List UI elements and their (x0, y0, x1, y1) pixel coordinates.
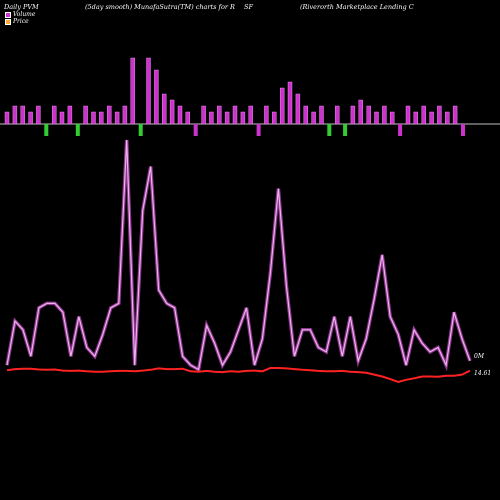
volume-bar (256, 124, 261, 136)
volume-bar (272, 111, 277, 125)
volume-bar (12, 105, 18, 125)
volume-bar (335, 105, 340, 125)
volume-bar (382, 105, 387, 125)
volume-bar (445, 111, 450, 125)
volume-bar (59, 111, 65, 125)
volume-bar (295, 93, 301, 125)
volume-bar (114, 111, 120, 125)
volume-bar (161, 93, 167, 125)
volume-bar (224, 111, 230, 125)
volume-bar (248, 105, 253, 125)
volume-bar (287, 81, 293, 125)
volume-bar (303, 105, 308, 125)
volume-bar (350, 105, 356, 125)
volume-bar (122, 105, 128, 125)
volume-bar (130, 57, 136, 125)
volume-bar (280, 87, 285, 125)
volume-bar (366, 105, 371, 125)
volume-bar (169, 99, 175, 125)
header-left: Daily PVM (4, 3, 39, 11)
price-value-label: 14.61 (474, 370, 491, 377)
volume-line (6, 139, 471, 371)
header-center: (5day smooth) MunafaSutra(TM) charts for… (85, 3, 235, 11)
volume-bar (413, 111, 418, 125)
volume-bar (20, 105, 25, 125)
volume-value-label: 0M (474, 353, 485, 360)
volume-bars (4, 57, 465, 136)
volume-bar (398, 124, 403, 136)
volume-bar (138, 124, 143, 136)
volume-bar (146, 57, 151, 125)
volume-bar (429, 111, 434, 125)
volume-bar (75, 124, 80, 136)
volume-bar (421, 105, 426, 125)
volume-bar (390, 111, 395, 125)
volume-bar (177, 105, 183, 125)
volume-bar (437, 105, 442, 125)
legend-volume: Volume (5, 11, 35, 18)
volume-bar (240, 111, 246, 125)
legend-volume-label: Volume (13, 11, 36, 18)
volume-bar (217, 105, 222, 125)
volume-bar (405, 105, 411, 125)
legend-volume-swatch (5, 11, 11, 18)
header-symbol: SF (244, 3, 253, 11)
volume-bar (154, 69, 159, 125)
volume-bar (343, 124, 348, 136)
volume-bar (44, 124, 49, 136)
volume-bar (91, 111, 96, 125)
volume-bar (452, 105, 458, 125)
volume-bar (358, 99, 363, 125)
volume-bar (4, 111, 10, 125)
legend-price-swatch (5, 18, 11, 25)
volume-bar (193, 124, 198, 136)
header-right: (Riverorth Marketplace Lending C (300, 3, 414, 11)
price-line (6, 367, 471, 384)
volume-bar (67, 105, 73, 125)
legend-price: Price (5, 18, 29, 25)
volume-bar (201, 105, 206, 125)
volume-bar (83, 105, 88, 125)
volume-bar (311, 111, 316, 125)
volume-bar (52, 105, 57, 125)
volume-bar (374, 111, 379, 125)
volume-bar (28, 111, 33, 125)
volume-bar (36, 105, 41, 125)
volume-bar (185, 111, 191, 125)
volume-bar (99, 111, 104, 125)
volume-bar (232, 105, 238, 125)
volume-bar (461, 124, 465, 136)
volume-line-glow (5, 139, 472, 373)
volume-bar (327, 124, 332, 136)
volume-bar (319, 105, 324, 125)
volume-bar (106, 105, 112, 125)
volume-bar (264, 105, 269, 125)
legend-price-label: Price (13, 18, 29, 25)
volume-bar (209, 111, 214, 125)
